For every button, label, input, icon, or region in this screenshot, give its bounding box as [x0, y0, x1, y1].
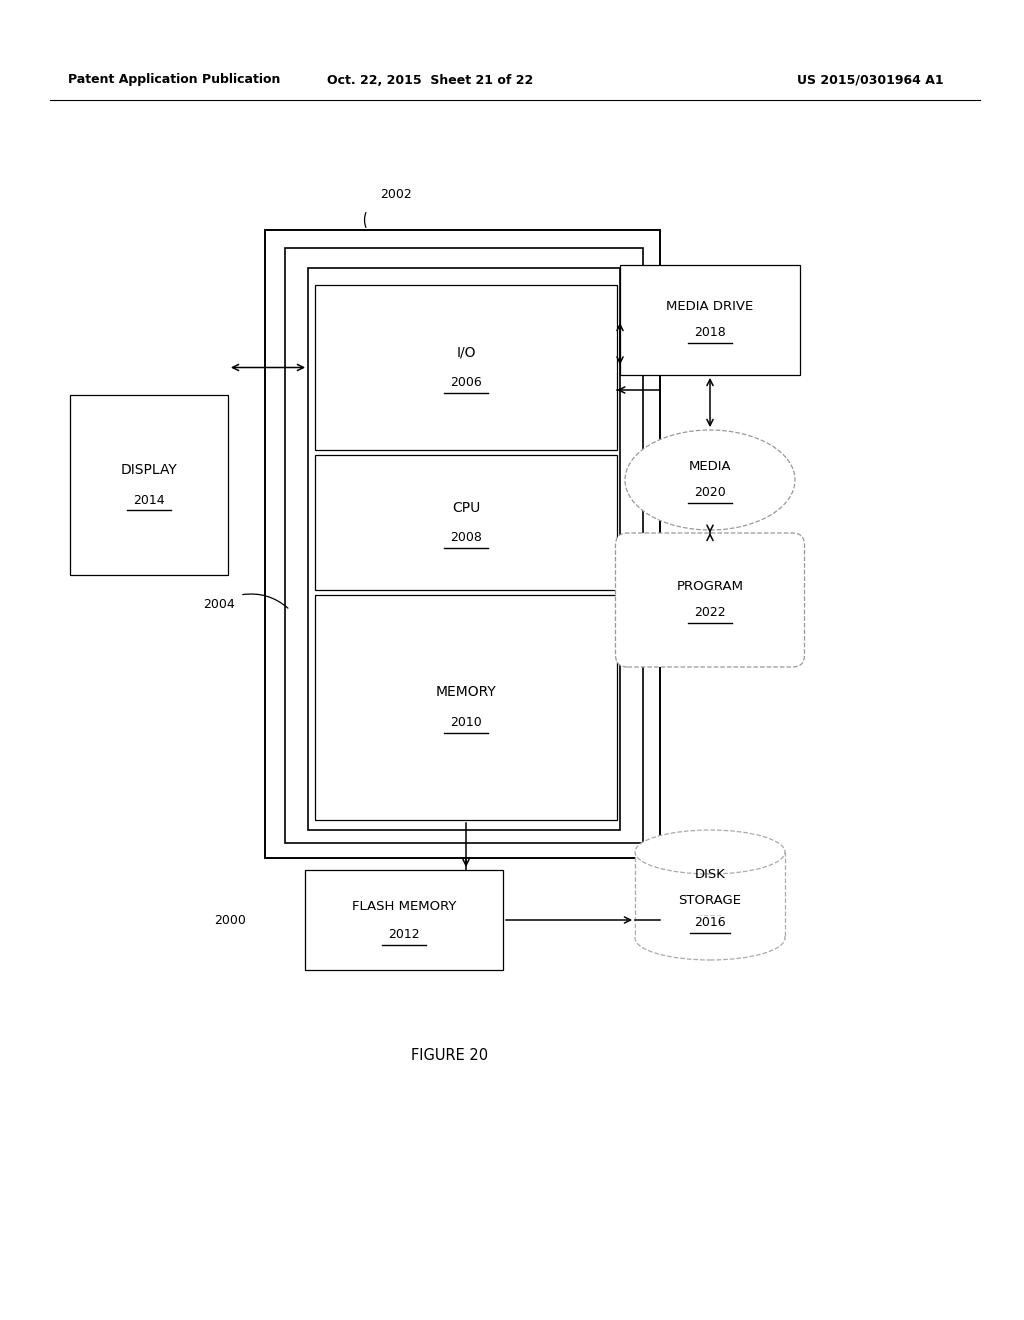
- Text: US 2015/0301964 A1: US 2015/0301964 A1: [797, 74, 943, 87]
- Text: 2004: 2004: [203, 598, 234, 611]
- Text: 2012: 2012: [388, 928, 420, 941]
- Bar: [315, 595, 617, 820]
- Text: MEMORY: MEMORY: [435, 685, 497, 700]
- Text: 2008: 2008: [451, 531, 482, 544]
- Bar: [636, 916, 784, 939]
- Text: CPU: CPU: [452, 500, 480, 515]
- Bar: [285, 248, 643, 843]
- Text: I/O: I/O: [457, 346, 476, 359]
- Ellipse shape: [635, 830, 785, 874]
- Bar: [620, 265, 800, 375]
- Text: 2018: 2018: [694, 326, 726, 339]
- Text: FLASH MEMORY: FLASH MEMORY: [352, 900, 456, 913]
- Bar: [308, 268, 620, 830]
- Text: 2010: 2010: [451, 715, 482, 729]
- Text: Oct. 22, 2015  Sheet 21 of 22: Oct. 22, 2015 Sheet 21 of 22: [327, 74, 534, 87]
- Bar: [635, 851, 785, 939]
- Text: 2014: 2014: [133, 494, 165, 507]
- Bar: [315, 455, 617, 590]
- Text: 2020: 2020: [694, 487, 726, 499]
- Text: PROGRAM: PROGRAM: [677, 581, 743, 594]
- Text: 2022: 2022: [694, 606, 726, 619]
- Bar: [315, 285, 617, 450]
- Ellipse shape: [625, 430, 795, 531]
- FancyBboxPatch shape: [615, 533, 805, 667]
- Text: STORAGE: STORAGE: [679, 894, 741, 907]
- Ellipse shape: [635, 916, 785, 960]
- Text: MEDIA: MEDIA: [689, 461, 731, 474]
- Bar: [305, 870, 503, 970]
- Text: 2006: 2006: [451, 376, 482, 389]
- Text: Patent Application Publication: Patent Application Publication: [68, 74, 281, 87]
- Text: FIGURE 20: FIGURE 20: [412, 1048, 488, 1063]
- Text: DISK: DISK: [694, 869, 725, 882]
- Bar: [265, 230, 660, 858]
- Text: 2002: 2002: [380, 189, 412, 202]
- Bar: [70, 395, 228, 576]
- Text: MEDIA DRIVE: MEDIA DRIVE: [667, 301, 754, 314]
- Text: 2016: 2016: [694, 916, 726, 929]
- Text: 2000: 2000: [214, 913, 246, 927]
- Text: DISPLAY: DISPLAY: [121, 463, 177, 477]
